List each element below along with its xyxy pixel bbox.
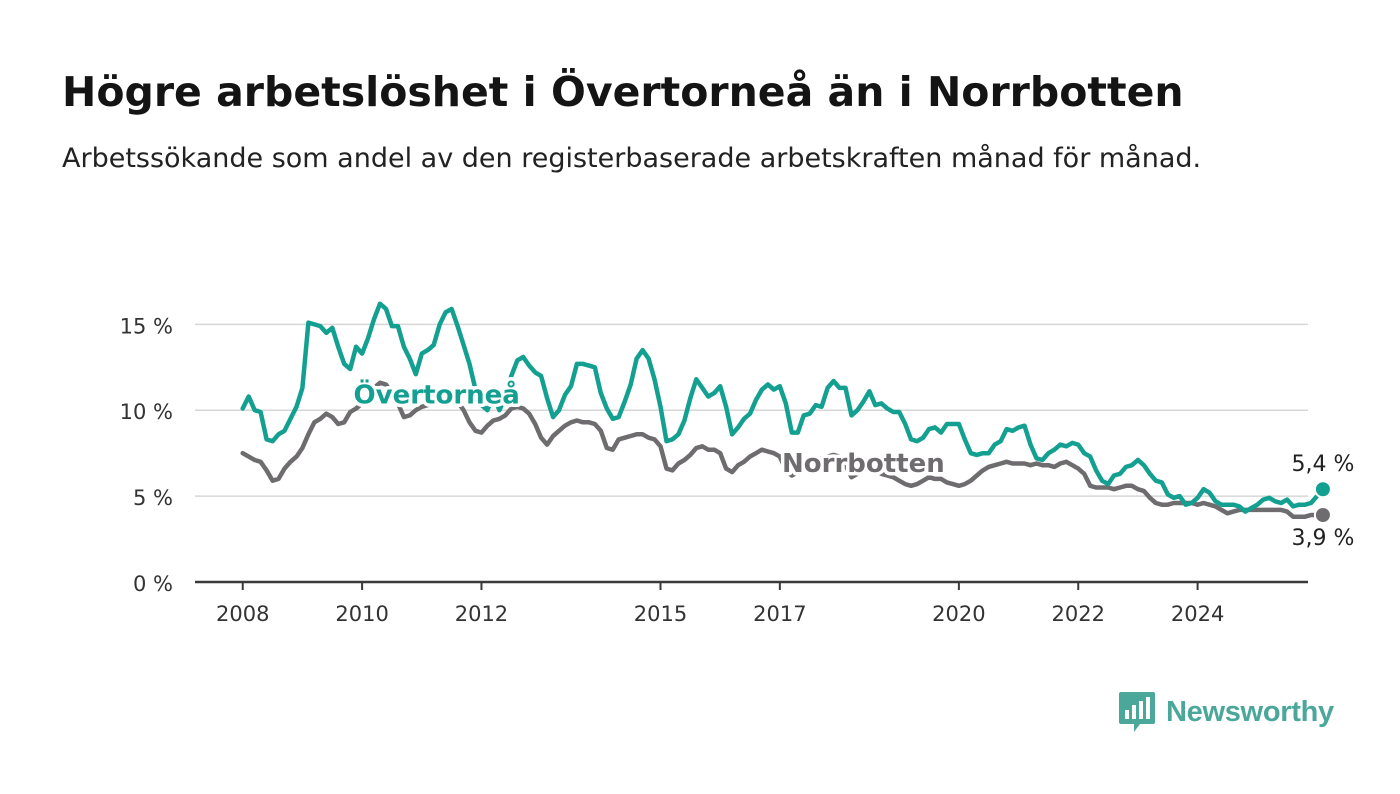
series-line-norrbotten xyxy=(240,380,1326,519)
end-point-overtornea xyxy=(1313,480,1332,499)
x-tick-label: 2017 xyxy=(753,602,806,626)
newsworthy-logo: Newsworthy xyxy=(1118,690,1334,734)
series-label-overtornea: Övertorneå xyxy=(354,377,520,410)
end-label-norrbotten: 3,9 % xyxy=(1291,526,1354,551)
chart-subtitle: Arbetssökande som andel av den registerb… xyxy=(62,143,1202,174)
x-tick-label: 2020 xyxy=(932,602,985,626)
bar-chart-speech-bubble-icon xyxy=(1119,692,1155,732)
brand-name: Newsworthy xyxy=(1166,695,1334,728)
x-tick-label: 2022 xyxy=(1052,602,1105,626)
x-tick-label: 2008 xyxy=(216,602,269,626)
x-tick-label: 2012 xyxy=(455,602,508,626)
series-label-norrbotten: Norrbotten xyxy=(782,449,945,479)
x-tick-label: 2010 xyxy=(335,602,388,626)
end-point-norrbotten xyxy=(1313,506,1332,525)
x-tick-label: 2015 xyxy=(634,602,687,626)
y-tick-label: 15 % xyxy=(120,314,173,338)
x-tick-label: 2024 xyxy=(1171,602,1224,626)
y-tick-label: 5 % xyxy=(133,486,173,510)
series-line-overtornea xyxy=(240,301,1326,514)
y-tick-label: 0 % xyxy=(133,572,173,596)
y-tick-label: 10 % xyxy=(120,400,173,424)
chart-title: Högre arbetslöshet i Övertorneå än i Nor… xyxy=(62,68,1184,116)
end-label-overtornea: 5,4 % xyxy=(1291,452,1354,477)
